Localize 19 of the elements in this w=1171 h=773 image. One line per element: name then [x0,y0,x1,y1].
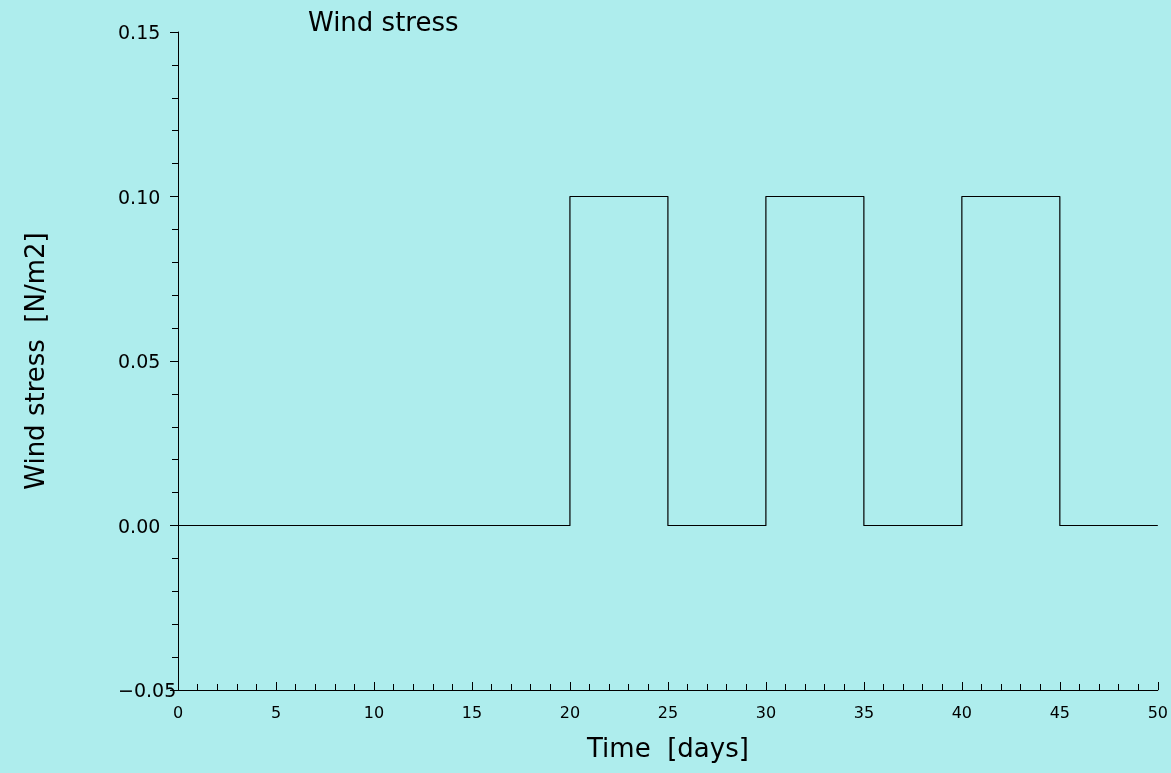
y-tick-label: 0.05 [118,350,161,372]
y-tick-label: 0.15 [118,21,161,43]
x-tick-label: 30 [755,702,777,722]
x-tick-label: 40 [951,702,973,722]
x-tick-label: 25 [657,702,679,722]
x-tick-label: 10 [363,702,385,722]
chart-title: Wind stress [308,7,459,37]
x-tick-label: 15 [461,702,483,722]
y-tick-label: −0.05 [118,679,177,701]
y-tick-label: 0.00 [118,514,161,537]
x-axis-title: Time [days] [586,733,749,763]
x-tick-label: 45 [1049,702,1071,722]
y-axis-title: Wind stress [N/m2] [20,232,50,490]
x-tick-label: 50 [1147,702,1168,722]
x-tick-label: 5 [270,702,282,722]
x-tick-label: 0 [172,702,184,722]
x-tick-label: 20 [559,702,581,722]
x-tick-label: 35 [853,702,875,722]
y-tick-label: 0.10 [118,185,161,208]
